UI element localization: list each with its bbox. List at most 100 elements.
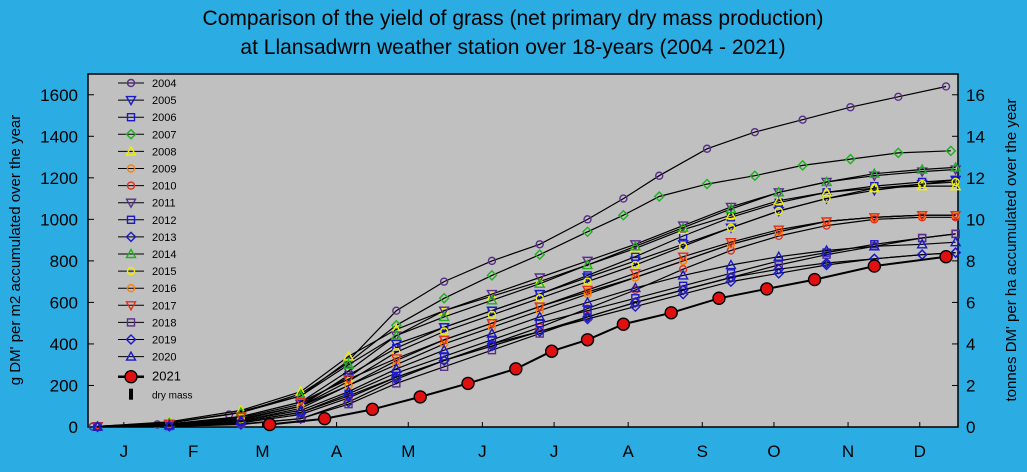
diamond-marker xyxy=(725,272,737,283)
legend-item-dry-mass: dry mass xyxy=(129,388,193,402)
big-circle-marker xyxy=(760,282,774,296)
square-marker xyxy=(126,112,136,122)
square-marker xyxy=(126,318,136,327)
square-marker xyxy=(678,285,688,295)
triangle-up-marker xyxy=(342,358,355,369)
triangle-up-marker xyxy=(581,296,594,307)
triangle-up-marker xyxy=(295,404,307,415)
triangle-down-marker xyxy=(629,256,642,267)
square-marker xyxy=(392,379,401,388)
triangle-up-marker xyxy=(235,414,247,425)
circle-marker xyxy=(870,184,879,193)
diamond-marker xyxy=(92,421,104,433)
legend-label: 2016 xyxy=(152,283,176,295)
big-circle-marker xyxy=(461,376,475,391)
circle-marker xyxy=(894,92,903,102)
diamond-marker xyxy=(343,390,355,402)
triangle-up-marker xyxy=(390,323,403,334)
big-circle-marker xyxy=(712,291,726,305)
circle-marker xyxy=(678,264,688,274)
legend-label: 2013 xyxy=(152,232,176,244)
triangle-up-marker xyxy=(773,186,785,197)
diamond-marker xyxy=(438,355,450,367)
legend-item-2014: 2014 xyxy=(118,248,176,261)
x-tick-label: O xyxy=(767,442,780,461)
series-line xyxy=(97,181,956,428)
y2-axis-label: tonnes DM' per ha accumulated over the y… xyxy=(1003,98,1020,401)
legend-item-2008: 2008 xyxy=(118,145,176,158)
triangle-down-marker xyxy=(581,273,594,284)
triangle-down-marker xyxy=(486,318,498,330)
legend-item-2009: 2009 xyxy=(118,164,176,176)
x-tick-label: F xyxy=(188,442,198,461)
series-line xyxy=(97,185,956,427)
big-circle-marker xyxy=(867,259,882,273)
y2-tick-label: 16 xyxy=(966,86,985,105)
circle-marker xyxy=(678,242,688,251)
series-line xyxy=(97,252,956,428)
square-marker xyxy=(583,271,592,280)
big-circle-marker xyxy=(544,344,559,358)
circle-marker xyxy=(774,231,783,241)
x-tick-label: M xyxy=(255,442,269,461)
triangle-down-marker xyxy=(390,354,403,365)
triangle-up-marker xyxy=(773,250,785,261)
diamond-marker xyxy=(125,231,137,243)
big-circle-marker xyxy=(580,333,595,347)
big-circle-marker xyxy=(807,272,822,287)
legend-item-2005: 2005 xyxy=(118,95,176,107)
legend-label: 2010 xyxy=(152,181,176,193)
y-tick-label: 200 xyxy=(50,376,78,395)
big-circle-marker xyxy=(509,362,523,376)
legend-label: 2021 xyxy=(152,369,181,384)
triangle-up-marker xyxy=(534,275,546,286)
circle-marker xyxy=(726,223,736,232)
circle-marker xyxy=(126,78,136,88)
triangle-down-marker xyxy=(534,273,546,284)
triangle-down-marker xyxy=(868,171,881,182)
square-marker xyxy=(631,252,640,261)
triangle-up-marker xyxy=(125,350,137,361)
legend-label: 2018 xyxy=(152,317,176,329)
triangle-down-marker xyxy=(534,302,546,313)
series-2021 xyxy=(262,250,953,432)
triangle-down-marker xyxy=(438,335,450,346)
triangle-down-marker xyxy=(235,412,247,423)
triangle-up-marker xyxy=(725,209,737,220)
triangle-down-marker xyxy=(949,210,962,222)
y2-tick-label: 14 xyxy=(966,127,985,146)
diamond-marker xyxy=(677,284,689,296)
diamond-marker xyxy=(617,209,629,221)
diamond-marker xyxy=(749,170,761,182)
big-circle-marker xyxy=(365,402,380,417)
legend-item-2004: 2004 xyxy=(118,78,176,90)
triangle-up-marker xyxy=(677,269,689,280)
circle-marker xyxy=(941,82,951,91)
big-circle-marker xyxy=(939,250,953,264)
square-marker xyxy=(126,215,136,225)
triangle-up-marker xyxy=(916,238,928,249)
circle-marker xyxy=(439,277,449,286)
big-circle-marker xyxy=(317,411,332,426)
triangle-up-marker xyxy=(235,404,247,415)
triangle-up-marker xyxy=(125,145,137,156)
series-line xyxy=(97,216,956,428)
triangle-up-marker xyxy=(773,194,785,205)
triangle-up-marker xyxy=(486,327,498,338)
circle-marker xyxy=(487,256,497,266)
circle-marker xyxy=(678,256,688,266)
big-circle-marker xyxy=(664,306,678,320)
legend-item-2020: 2020 xyxy=(118,350,176,364)
y-tick-label: 1600 xyxy=(40,86,78,105)
triangle-down-marker xyxy=(820,217,833,228)
diamond-marker xyxy=(701,178,713,190)
square-marker xyxy=(487,345,497,355)
triangle-down-marker xyxy=(342,375,355,386)
triangle-down-marker xyxy=(581,256,594,267)
y-tick-label: 0 xyxy=(69,418,78,437)
triangle-up-marker xyxy=(868,167,881,178)
legend-label: 2009 xyxy=(152,164,176,176)
legend-label: 2019 xyxy=(152,335,176,347)
triangle-up-marker xyxy=(91,420,104,431)
